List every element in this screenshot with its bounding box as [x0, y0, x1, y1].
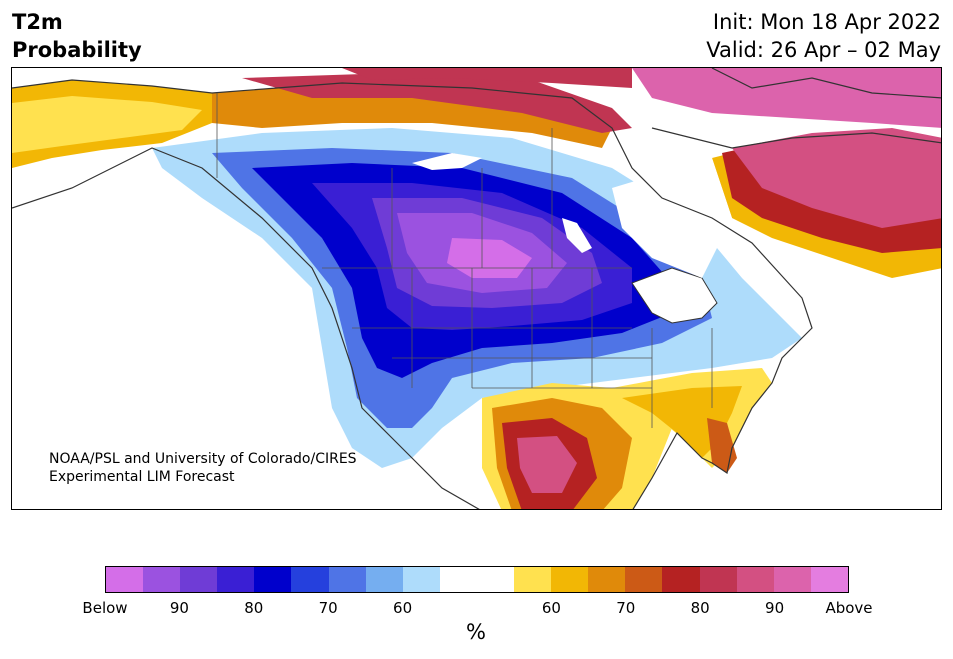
colorbar-tick-label: Above	[825, 599, 873, 617]
colorbar-cell	[106, 567, 144, 592]
colorbar-tick-label: 70	[318, 599, 338, 617]
great-bear-lake	[412, 153, 482, 170]
colorbar-cell	[588, 567, 626, 592]
quebec-labrador-pink	[732, 128, 941, 228]
colorbar-unit: %	[466, 620, 486, 644]
colorbar-tick-label: 80	[690, 599, 710, 617]
colorbar-tick-label: 80	[244, 599, 264, 617]
arctic-islands-pink	[632, 68, 941, 128]
map-title: T2m Probability	[12, 8, 142, 64]
colorbar-cell	[662, 567, 700, 592]
colorbar-cell	[365, 567, 403, 592]
colorbar-cell	[551, 567, 589, 592]
colorbar-cell	[291, 567, 329, 592]
colorbar-cell	[514, 567, 552, 592]
colorbar-cell	[439, 567, 477, 592]
colorbar-cell	[773, 567, 811, 592]
north-canada-warm-band-red	[242, 73, 632, 133]
valid-dates: Valid: 26 Apr – 02 May	[706, 38, 941, 62]
colorbar	[105, 566, 849, 593]
colorbar-cell	[476, 567, 515, 592]
title-line-1: T2m	[12, 10, 63, 34]
colorbar-tick-label: 60	[393, 599, 413, 617]
great-lakes	[631, 267, 718, 324]
colorbar-cell	[810, 567, 848, 592]
lake-winnipeg	[562, 218, 592, 253]
probability-map	[11, 67, 942, 510]
colorbar-cell	[402, 567, 440, 592]
colorbar-tick-label: Below	[82, 599, 128, 617]
arctic-islands-magenta	[342, 68, 632, 88]
colorbar-tick-label: 90	[169, 599, 189, 617]
credit-line-2: Experimental LIM Forecast	[49, 469, 235, 485]
alaska-warm-core	[12, 96, 202, 153]
colorbar-cell	[143, 567, 181, 592]
coastlines	[12, 68, 941, 509]
hudson-bay	[612, 158, 732, 278]
colorbar-cell	[699, 567, 737, 592]
political-borders	[216, 93, 713, 428]
credit-line-1: NOAA/PSL and University of Colorado/CIRE…	[49, 451, 357, 467]
colorbar-tick-label: 70	[616, 599, 636, 617]
colorbar-cell	[328, 567, 366, 592]
colorbar-cell	[217, 567, 255, 592]
colorbar-cell	[180, 567, 218, 592]
texas-warm-pink	[517, 436, 577, 493]
credit-text: NOAA/PSL and University of Colorado/CIRE…	[49, 450, 357, 486]
colorbar-ticks: Below 90 80 70 60 60 70 80 90 Above	[82, 599, 872, 619]
colorbar-tick-label: 60	[541, 599, 561, 617]
colorbar-cell	[736, 567, 774, 592]
colorbar-cell	[254, 567, 292, 592]
title-line-2: Probability	[12, 38, 142, 62]
colorbar-cell	[625, 567, 663, 592]
init-date: Init: Mon 18 Apr 2022	[712, 10, 941, 34]
map-graphic	[12, 68, 941, 509]
forecast-dates: Init: Mon 18 Apr 2022 Valid: 26 Apr – 02…	[706, 8, 941, 64]
colorbar-tick-label: 90	[765, 599, 785, 617]
